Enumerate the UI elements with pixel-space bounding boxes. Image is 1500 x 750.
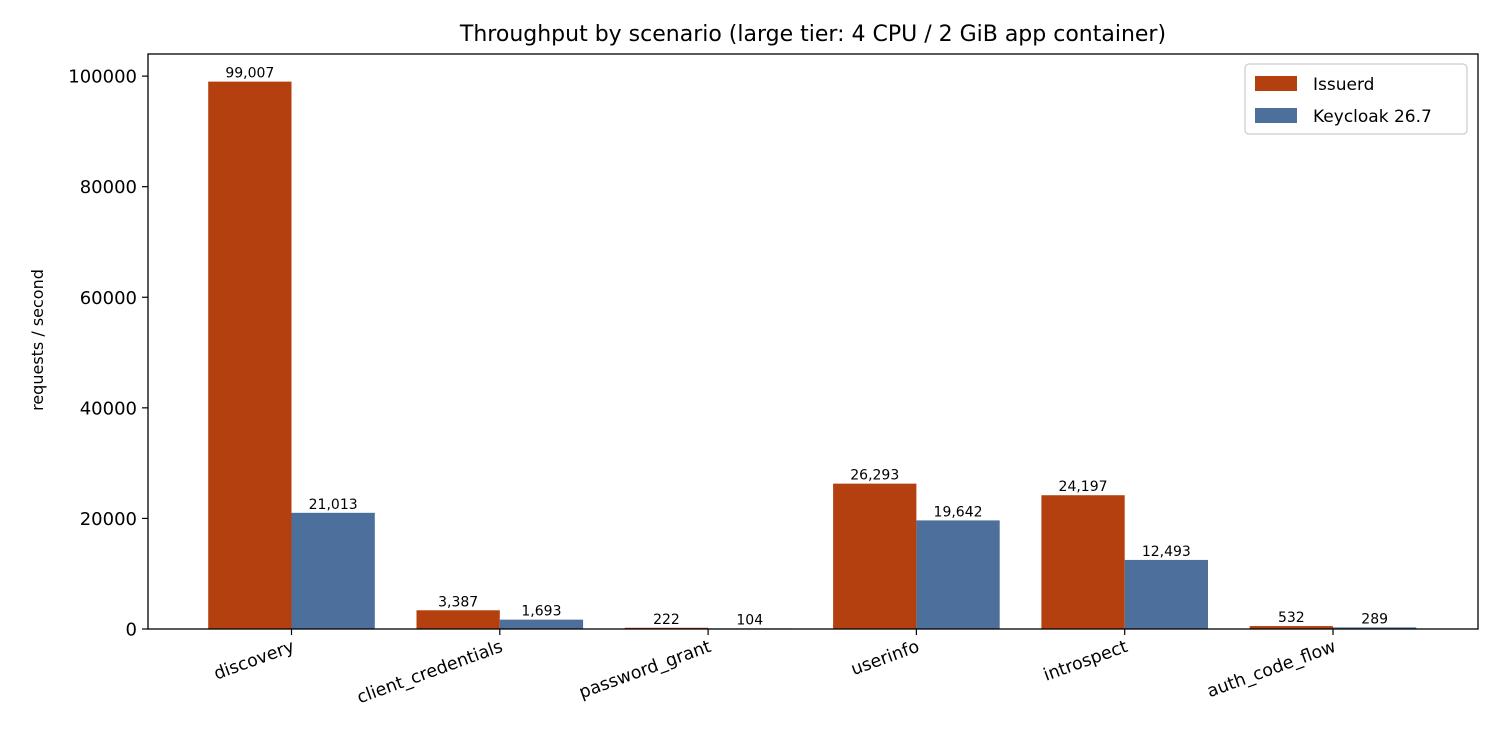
x-tick-label: introspect [1041, 637, 1130, 686]
bar-issuerd-discovery [208, 81, 292, 630]
y-tick-label: 80000 [80, 177, 137, 198]
bar-keycloak-26-7-introspect [1124, 559, 1208, 629]
bar-keycloak-26-7-auth-code-flow [1333, 627, 1417, 629]
legend-box [1244, 63, 1468, 135]
legend-swatch [1255, 76, 1297, 91]
y-axis-label: requests / second [28, 269, 47, 411]
data-label: 289 [1361, 611, 1388, 627]
data-label: 26,293 [850, 468, 899, 484]
bar-issuerd-introspect [1041, 495, 1125, 629]
x-axis: discovery client_credentials password_gran… [211, 629, 1339, 708]
bar-issuerd-client-credentials [416, 610, 500, 629]
bar-keycloak-26-7-userinfo [916, 520, 1000, 629]
data-label: 3,387 [438, 594, 478, 610]
y-tick-label: 20000 [80, 509, 137, 530]
data-label: 21,013 [309, 497, 358, 513]
data-labels-group: 99,007 21,013 3,387 1,693 222 104 26,293 19,642… [225, 66, 1388, 629]
bar-issuerd-userinfo [833, 483, 917, 629]
y-tick-label: 40000 [80, 398, 137, 419]
y-tick-label: 60000 [80, 288, 137, 309]
data-label: 99,007 [225, 66, 274, 82]
data-label: 1,693 [521, 604, 561, 620]
y-axis: 0 20000 40000 60000 80000 100000 [68, 67, 148, 641]
chart-title: Throughput by scenario (large tier: 4 CP… [459, 22, 1166, 47]
x-tick-label: auth_code_flow [1205, 637, 1339, 702]
data-label: 104 [736, 612, 763, 628]
legend-label: Issuerd [1313, 75, 1374, 95]
data-label: 12,493 [1142, 544, 1191, 560]
data-label: 222 [653, 612, 680, 628]
x-tick-label: userinfo [849, 637, 923, 680]
bars-group [208, 81, 1417, 630]
x-tick-label: password_grant [577, 637, 714, 703]
y-tick-label: 100000 [68, 67, 137, 88]
bar-issuerd-auth-code-flow [1249, 626, 1333, 629]
data-label: 532 [1278, 610, 1305, 626]
x-tick-label: client_credentials [355, 637, 506, 708]
data-label: 24,197 [1059, 479, 1108, 495]
legend-swatch [1255, 108, 1297, 123]
legend-label: Keycloak 26.7 [1313, 107, 1432, 127]
data-label: 19,642 [934, 504, 983, 520]
x-tick-label: discovery [211, 637, 297, 685]
bar-keycloak-26-7-client-credentials [499, 619, 584, 629]
bar-keycloak-26-7-discovery [291, 512, 375, 629]
plot-frame [147, 53, 1479, 630]
legend: Issuerd Keycloak 26.7 [1244, 63, 1468, 135]
y-tick-label: 0 [126, 620, 137, 641]
